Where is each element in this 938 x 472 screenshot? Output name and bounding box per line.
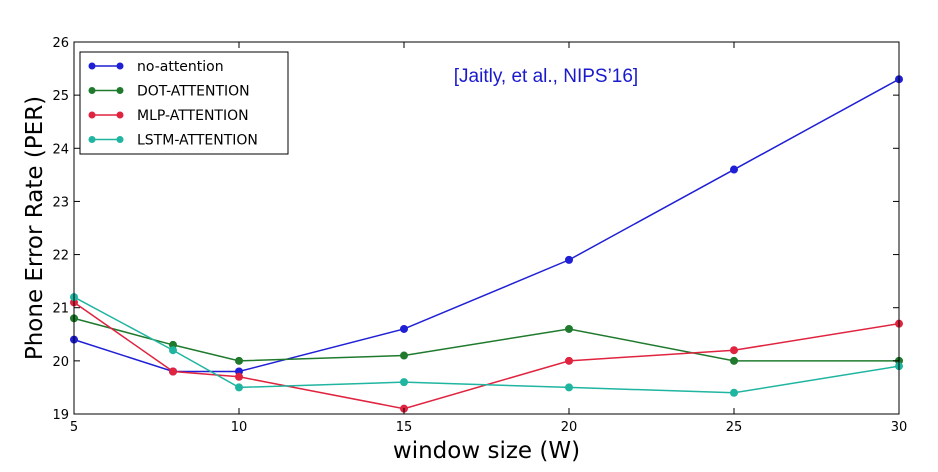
data-point-no-attention xyxy=(400,324,408,333)
series-dot-attention xyxy=(70,314,903,365)
data-point-mlp-attention xyxy=(730,346,738,355)
legend-swatch-marker xyxy=(116,87,124,94)
x-tick-label: 10 xyxy=(231,420,248,435)
legend-swatch-marker xyxy=(116,111,124,119)
data-point-lstm-attention xyxy=(565,383,573,392)
data-point-no-attention xyxy=(730,165,738,174)
plot-frame xyxy=(73,41,900,415)
data-point-lstm-attention xyxy=(730,388,738,397)
data-point-lstm-attention xyxy=(169,346,177,355)
series-mlp-attention xyxy=(70,298,903,413)
legend-entry-mlp-attention: MLP-ATTENTION xyxy=(88,108,249,124)
tick-layer: 5 10 15 20 25 30 19 20 21 22 23 24 25 26 xyxy=(52,36,907,435)
data-point-mlp-attention xyxy=(235,372,243,381)
y-tick-label: 25 xyxy=(52,89,69,104)
legend-box xyxy=(79,51,289,155)
data-point-no-attention xyxy=(565,255,573,264)
citation-annotation: [Jaitly, et al., NIPS’16] xyxy=(454,66,638,87)
y-tick-label: 23 xyxy=(52,195,69,210)
y-tick-label: 26 xyxy=(52,36,69,51)
legend-label: LSTM-ATTENTION xyxy=(137,133,258,149)
legend: no-attention DOT-ATTENTION MLP-ATTENTION LS… xyxy=(79,51,289,155)
y-tick-label: 24 xyxy=(52,142,69,157)
y-tick-label: 22 xyxy=(52,249,69,264)
data-point-dot-attention xyxy=(235,356,243,365)
data-point-dot-attention xyxy=(400,351,408,360)
legend-entry-dot-attention: DOT-ATTENTION xyxy=(88,84,250,100)
y-tick-label: 21 xyxy=(52,302,69,317)
x-tick-label: 15 xyxy=(396,420,413,435)
y-tick-label: 19 xyxy=(52,408,69,423)
series-line-lstm-attention xyxy=(73,296,900,394)
y-tick-label: 20 xyxy=(52,355,69,370)
legend-swatch-marker xyxy=(88,111,96,119)
legend-swatch-marker xyxy=(88,62,96,70)
x-tick-label: 25 xyxy=(726,420,743,435)
series-line-mlp-attention xyxy=(73,301,900,410)
y-axis-label: Phone Error Rate (PER) xyxy=(22,96,48,360)
legend-label: MLP-ATTENTION xyxy=(137,108,249,124)
data-point-dot-attention xyxy=(730,356,738,365)
data-point-mlp-attention xyxy=(169,367,177,376)
legend-entry-no-attention: no-attention xyxy=(88,59,224,75)
legend-label: no-attention xyxy=(137,59,224,75)
x-tick-label: 20 xyxy=(561,420,578,435)
series-line-dot-attention xyxy=(73,317,899,362)
x-tick-label: 5 xyxy=(70,420,78,435)
legend-entry-lstm-attention: LSTM-ATTENTION xyxy=(88,133,258,149)
legend-swatch-marker xyxy=(116,136,124,143)
series-lstm-attention xyxy=(70,293,903,397)
data-point-dot-attention xyxy=(565,324,573,333)
data-point-lstm-attention xyxy=(235,383,243,392)
x-axis-label: window size (W) xyxy=(393,438,580,464)
legend-swatch-marker xyxy=(88,87,96,94)
data-point-lstm-attention xyxy=(400,378,408,387)
legend-swatch-marker xyxy=(116,62,124,70)
data-point-mlp-attention xyxy=(565,356,573,365)
legend-swatch-marker xyxy=(88,136,96,143)
legend-label: DOT-ATTENTION xyxy=(137,84,250,100)
x-tick-label: 30 xyxy=(891,420,908,435)
